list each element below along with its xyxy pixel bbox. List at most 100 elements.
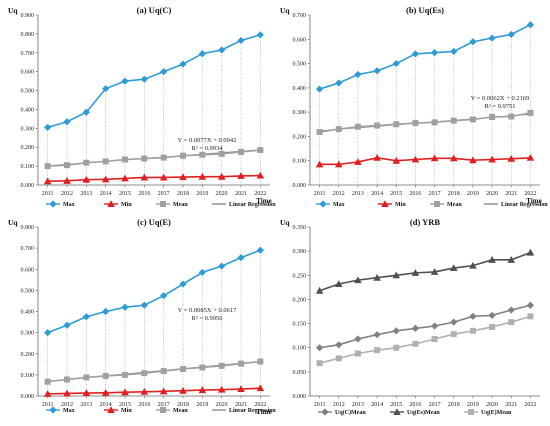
y-tick-label: 0.200: [21, 352, 35, 358]
data-point: [44, 378, 51, 385]
regression-annotation: R² = 0.9751: [484, 103, 515, 110]
legend-marker: [381, 200, 389, 207]
data-point: [450, 331, 457, 338]
data-point: [160, 292, 168, 300]
y-tick-label: 0.100: [293, 159, 307, 165]
series-line: [47, 387, 261, 395]
series-mean: [44, 358, 264, 385]
data-point: [411, 269, 420, 276]
x-tick-label: 2011: [314, 402, 326, 408]
y-tick-label: 0.600: [21, 70, 35, 76]
legend-marker: [319, 200, 327, 208]
legend-marker: [468, 409, 474, 415]
regression-annotation: Y = 0.0062X + 0.2169: [471, 95, 530, 102]
series-line: [47, 249, 261, 334]
legend-label: Uq(E)Mean: [481, 409, 512, 416]
x-tick-label: 2017: [429, 402, 441, 408]
data-point: [82, 313, 90, 321]
data-point: [411, 50, 420, 58]
data-point: [237, 385, 245, 393]
x-tick-label: 2020: [216, 402, 228, 408]
data-point: [507, 154, 516, 162]
data-point: [121, 174, 129, 182]
series-min: [43, 171, 265, 185]
data-point: [218, 150, 225, 157]
data-point: [63, 389, 71, 397]
data-point: [373, 67, 381, 75]
data-point: [82, 175, 91, 183]
data-point: [315, 160, 324, 168]
data-point: [430, 322, 439, 330]
data-point: [63, 177, 71, 184]
data-point: [102, 307, 110, 316]
data-point: [315, 344, 324, 352]
data-point: [237, 254, 245, 262]
legend: Uq(C)Mean Uq(Es)Mean Uq(E)Mean: [318, 408, 512, 416]
data-point: [179, 386, 187, 394]
data-point: [354, 276, 362, 284]
x-tick-label: 2019: [467, 191, 479, 197]
y-tick-label: 0.800: [21, 225, 35, 231]
legend-label: Min: [395, 202, 406, 208]
data-point: [354, 123, 361, 130]
data-point: [43, 177, 52, 185]
data-point: [315, 85, 324, 93]
series-line: [319, 156, 531, 166]
data-point: [237, 172, 245, 179]
data-point: [431, 336, 438, 343]
data-point: [412, 340, 419, 347]
legend: Max Min Mean Linear Regression: [316, 200, 548, 208]
y-axis-label: Uq: [280, 6, 290, 15]
data-point: [141, 370, 148, 377]
x-tick-label: 2018: [448, 402, 460, 408]
x-tick-label: 2022: [254, 191, 266, 197]
x-tick-label: 2014: [371, 191, 383, 197]
data-point: [450, 47, 458, 56]
x-tick-label: 2012: [333, 402, 345, 408]
data-point: [180, 152, 186, 159]
data-point: [44, 329, 52, 337]
data-point: [140, 75, 148, 83]
data-point: [450, 318, 458, 326]
x-tick-label: 2015: [390, 191, 402, 197]
legend: Max Min Mean Linear Regression: [46, 200, 276, 208]
data-point: [82, 108, 90, 116]
chart-panel-4: 0.000 0.050 0.100 0.150 0.200 0.250 0.300 0.350…: [280, 217, 540, 416]
legend-label: Uq(C)Mean: [335, 409, 366, 416]
data-point: [393, 344, 400, 351]
x-tick-label: 2022: [254, 402, 266, 408]
legend-marker: [49, 200, 57, 208]
x-tick-label: 2013: [352, 402, 364, 408]
chart-title: (c) Uq(E): [137, 217, 171, 227]
data-point: [102, 158, 109, 165]
y-tick-label: 0.000: [293, 394, 307, 400]
y-tick-label: 0.100: [293, 346, 307, 352]
y-tick-label: 0.200: [21, 145, 35, 151]
y-tick-label: 0.700: [293, 13, 307, 19]
y-tick-label: 0.000: [21, 394, 35, 400]
data-point: [373, 331, 381, 339]
y-tick-label: 0.500: [21, 288, 35, 294]
series-mean: [44, 147, 264, 170]
chart-title: (a) Uq(C): [137, 5, 172, 15]
legend-marker: [160, 201, 166, 207]
y-tick-label: 0.200: [293, 297, 307, 303]
data-point: [373, 154, 381, 161]
y-tick-label: 0.600: [21, 267, 35, 273]
legend-label: Linear Regression: [229, 408, 276, 414]
data-point: [469, 156, 477, 164]
data-point: [430, 268, 439, 275]
data-point: [256, 384, 265, 392]
legend-label: Max: [333, 202, 345, 208]
data-point: [430, 49, 439, 57]
x-tick-label: 2013: [352, 191, 364, 197]
data-point: [488, 311, 496, 319]
legend-marker: [321, 408, 329, 416]
data-point: [121, 388, 129, 396]
data-point: [488, 256, 496, 263]
x-tick-label: 2019: [467, 402, 479, 408]
y-tick-label: 0.100: [21, 373, 35, 379]
y-tick-label: 0.400: [21, 310, 35, 316]
data-point: [449, 154, 458, 162]
